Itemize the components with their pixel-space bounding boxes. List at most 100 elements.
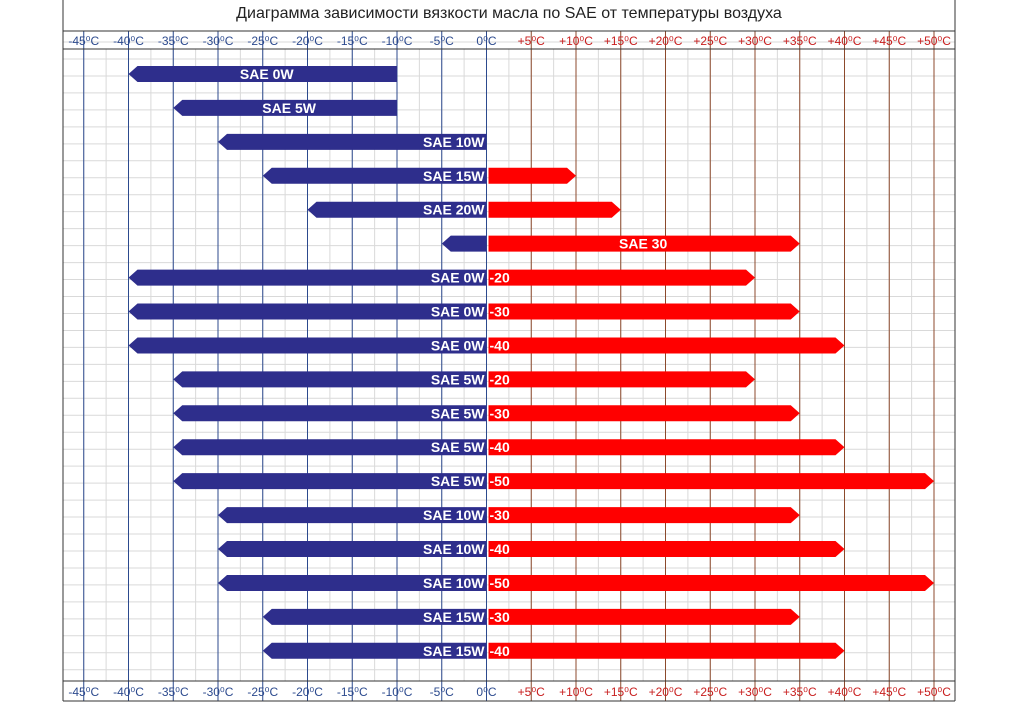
tick-label-top: +40⁰C — [828, 34, 862, 48]
bar-cold-segment — [218, 574, 487, 591]
tick-label-bottom: -30⁰C — [203, 685, 234, 699]
bar-hot-segment — [488, 405, 800, 422]
bar-label-cold: SAE 5W — [431, 473, 485, 489]
tick-label-bottom: +25⁰C — [693, 685, 727, 699]
bar-label-cold: SAE 15W — [423, 643, 485, 659]
tick-label-bottom: -45⁰C — [68, 685, 99, 699]
tick-label-top: -25⁰C — [247, 34, 278, 48]
bar-label-hot: -40 — [490, 439, 510, 455]
bar-label-cold: SAE 5W — [431, 405, 485, 421]
tick-label-bottom: +30⁰C — [738, 685, 772, 699]
bar-label-hot: -20 — [490, 270, 510, 286]
tick-label-top: +30⁰C — [738, 34, 772, 48]
bar-label-hot: -30 — [490, 609, 510, 625]
tick-label-top: +50⁰C — [917, 34, 951, 48]
bar-label-hot: -30 — [490, 507, 510, 523]
bar-hot-segment — [488, 303, 800, 320]
bar-cold-segment — [307, 201, 487, 218]
bar-cold-segment — [218, 133, 487, 150]
bar-cold-segment — [262, 608, 487, 625]
tick-label-top: -15⁰C — [337, 34, 368, 48]
bar-hot-segment — [488, 608, 800, 625]
tick-label-top: -10⁰C — [382, 34, 413, 48]
bar-hot-segment — [488, 574, 934, 591]
bar-cold-segment — [173, 439, 487, 456]
tick-label-bottom: +5⁰C — [518, 685, 545, 699]
tick-label-top: -45⁰C — [68, 34, 99, 48]
bar-label-hot: SAE 30 — [619, 236, 667, 252]
bar-label-cold: SAE 20W — [423, 202, 485, 218]
bar-label-cold: SAE 15W — [423, 609, 485, 625]
bar-label-hot: -40 — [490, 337, 510, 353]
bar-cold-segment — [128, 303, 487, 320]
tick-label-top: -5⁰C — [430, 34, 454, 48]
tick-label-bottom: +10⁰C — [559, 685, 593, 699]
tick-label-bottom: +20⁰C — [649, 685, 683, 699]
bar-cold-segment — [173, 371, 487, 388]
tick-label-bottom: +50⁰C — [917, 685, 951, 699]
tick-label-top: -35⁰C — [158, 34, 189, 48]
bar-label-cold: SAE 15W — [423, 168, 485, 184]
tick-label-top: +10⁰C — [559, 34, 593, 48]
bar-label-hot: -20 — [490, 371, 510, 387]
tick-label-top: +25⁰C — [693, 34, 727, 48]
tick-label-bottom: -5⁰C — [430, 685, 454, 699]
bar-label-cold: SAE 10W — [423, 507, 485, 523]
tick-label-bottom: -10⁰C — [382, 685, 413, 699]
tick-label-top: +35⁰C — [783, 34, 817, 48]
tick-label-bottom: +40⁰C — [828, 685, 862, 699]
bar-label-cold: SAE 10W — [423, 541, 485, 557]
tick-label-top: +15⁰C — [604, 34, 638, 48]
tick-label-bottom: +15⁰C — [604, 685, 638, 699]
bar-cold-segment — [128, 66, 397, 82]
bar-label-cold: SAE 0W — [431, 337, 485, 353]
tick-label-bottom: -35⁰C — [158, 685, 189, 699]
tick-label-top: -20⁰C — [292, 34, 323, 48]
bar-hot-segment — [488, 167, 576, 184]
tick-label-top: +45⁰C — [872, 34, 906, 48]
bar-cold-segment — [218, 507, 487, 524]
bar-label-cold: SAE 0W — [431, 304, 485, 320]
tick-label-bottom: -40⁰C — [113, 685, 144, 699]
tick-label-bottom: +45⁰C — [872, 685, 906, 699]
tick-label-top: -40⁰C — [113, 34, 144, 48]
bar-label-hot: -40 — [490, 643, 510, 659]
bar-label-cold: SAE 10W — [423, 134, 485, 150]
bar-cold-segment — [173, 473, 487, 490]
bar-hot-segment — [488, 439, 845, 456]
bar-label-cold: SAE 0W — [240, 66, 294, 82]
bar-hot-segment — [488, 473, 934, 490]
bar-cold-segment — [441, 235, 487, 252]
bar-hot-segment — [488, 235, 800, 252]
bar-label-hot: -50 — [490, 575, 510, 591]
bar-hot-segment — [488, 337, 845, 354]
tick-label-bottom: -15⁰C — [337, 685, 368, 699]
bar-cold-segment — [128, 337, 487, 354]
tick-label-top: +20⁰C — [649, 34, 683, 48]
bar-label-hot: -30 — [490, 405, 510, 421]
tick-label-bottom: 0⁰C — [476, 685, 496, 699]
bar-label-cold: SAE 5W — [262, 100, 316, 116]
bar-label-hot: -50 — [490, 473, 510, 489]
bar-hot-segment — [488, 269, 755, 286]
bar-label-cold: SAE 0W — [431, 270, 485, 286]
bar-label-cold: SAE 10W — [423, 575, 485, 591]
bar-label-hot: -30 — [490, 304, 510, 320]
bar-hot-segment — [488, 541, 845, 558]
bar-label-cold: SAE 5W — [431, 371, 485, 387]
bar-cold-segment — [173, 99, 397, 116]
bar-cold-segment — [262, 642, 487, 659]
tick-label-bottom: -20⁰C — [292, 685, 323, 699]
bar-hot-segment — [488, 642, 845, 659]
bar-cold-segment — [173, 405, 487, 422]
tick-label-top: -30⁰C — [203, 34, 234, 48]
bar-cold-segment — [128, 269, 487, 286]
tick-label-bottom: +35⁰C — [783, 685, 817, 699]
bar-cold-segment — [218, 541, 487, 558]
bar-hot-segment — [488, 371, 755, 388]
chart-title: Диаграмма зависимости вязкости масла по … — [236, 5, 782, 22]
bar-cold-segment — [262, 167, 487, 184]
bar-hot-segment — [488, 507, 800, 524]
tick-label-top: 0⁰C — [476, 34, 496, 48]
